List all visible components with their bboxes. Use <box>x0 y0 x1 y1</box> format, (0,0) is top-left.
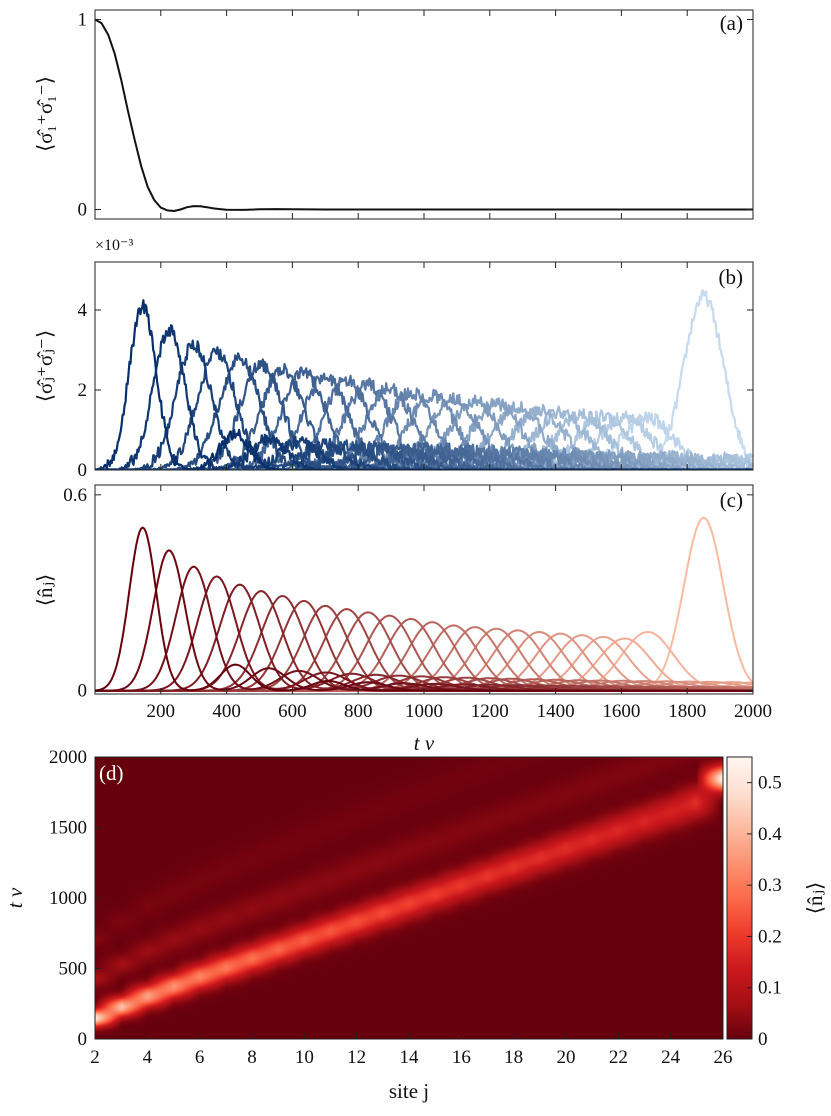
panel-a-ylabel: ⟨σ̂₁⁺σ̂₁⁻⟩ <box>33 76 57 152</box>
panel-d-label: (d) <box>99 761 124 785</box>
panel-b: 0 2 4 ×10⁻³ (b) ⟨σ̂ⱼ⁺σ̂ⱼ⁻⟩ <box>33 237 754 481</box>
heatmap-container <box>95 757 723 1039</box>
ytick-label: 1 <box>78 10 88 31</box>
xtick-label: 14 <box>400 1047 420 1068</box>
xtick-label: 800 <box>344 701 373 722</box>
xtick-label: 200 <box>147 701 176 722</box>
heatmap-ylabel: t v <box>3 887 27 908</box>
xtick-label: 26 <box>714 1047 733 1068</box>
heatmap-xlabel: site j <box>389 1079 429 1103</box>
panel-b-plot-area <box>95 289 753 470</box>
ytick-label: 4 <box>78 300 88 321</box>
panel-c-ticks: 0 0.6 200 400 600 800 1000 1200 1400 1600 1800 2000 <box>63 485 772 722</box>
series-line-site-14 <box>95 617 753 692</box>
xtick-label: 4 <box>143 1047 153 1068</box>
ytick-label: 2 <box>78 380 88 401</box>
xtick-label: 400 <box>212 701 241 722</box>
xtick-label: 20 <box>557 1047 576 1068</box>
colorbar-tick-label: 0.1 <box>758 978 782 999</box>
panel-c: 0 0.6 200 400 600 800 1000 1200 1400 1600 1800 2000… <box>33 484 772 755</box>
ytick-label: 500 <box>59 959 88 980</box>
xtick-label: 2 <box>90 1047 100 1068</box>
ytick-label: 0 <box>78 460 88 481</box>
colorbar-tick-label: 0.5 <box>758 773 782 794</box>
xtick-label: 22 <box>609 1047 628 1068</box>
panel-c-xlabel: t v <box>414 731 435 755</box>
panel-b-label: (b) <box>719 265 744 289</box>
panel-c-plot-area <box>95 516 753 692</box>
series-line <box>95 18 753 212</box>
panel-c-label: (c) <box>720 488 743 512</box>
panel-a: 01 (a) ⟨σ̂₁⁺σ̂₁⁻⟩ <box>33 9 754 221</box>
xtick-label: 24 <box>661 1047 681 1068</box>
colorbar <box>726 756 753 1040</box>
xtick-label: 10 <box>295 1047 314 1068</box>
panel-a-frame <box>94 9 754 220</box>
panel-b-multiplier: ×10⁻³ <box>95 237 133 254</box>
series-line-site-4 <box>95 339 753 470</box>
colorbar-tick-label: 0.2 <box>758 926 782 947</box>
colorbar-ticks: 0 0.1 0.2 0.3 0.4 0.5 <box>747 773 782 1050</box>
ytick-label: 0 <box>78 200 88 221</box>
colorbar-tick-label: 0.3 <box>758 875 782 896</box>
panel-a-label: (a) <box>720 11 743 35</box>
colorbar-tick-label: 0 <box>758 1029 768 1050</box>
ytick-label: 1000 <box>49 888 87 909</box>
panel-a-ticks: 01 <box>78 10 754 221</box>
ytick-label: 0 <box>78 681 88 702</box>
ytick-label: 0 <box>78 1029 88 1050</box>
series-line-site-3 <box>95 324 753 470</box>
panel-b-ticks: 0 2 4 <box>78 262 754 481</box>
ytick-label: 0.6 <box>63 485 87 506</box>
xtick-label: 16 <box>452 1047 471 1068</box>
colorbar-tick-label: 0.4 <box>758 824 782 845</box>
xtick-label: 1400 <box>537 701 575 722</box>
panel-a-plot-area <box>95 18 753 212</box>
heatmap-canvas <box>95 757 723 1039</box>
xtick-label: 1200 <box>471 701 509 722</box>
series-line-site-3 <box>95 549 753 692</box>
series-line-site-6 <box>95 352 753 470</box>
xtick-label: 2000 <box>734 701 772 722</box>
xtick-label: 1000 <box>405 701 443 722</box>
panel-b-ylabel: ⟨σ̂ⱼ⁺σ̂ⱼ⁻⟩ <box>33 330 57 402</box>
xtick-label: 1600 <box>602 701 640 722</box>
xtick-label: 8 <box>247 1047 257 1068</box>
xtick-label: 12 <box>347 1047 366 1068</box>
panel-c-ylabel: ⟨n̂ⱼ⟩ <box>33 574 57 606</box>
xtick-label: 1800 <box>668 701 706 722</box>
ytick-label: 2000 <box>49 747 87 768</box>
xtick-label: 6 <box>195 1047 205 1068</box>
xtick-label: 600 <box>278 701 307 722</box>
colorbar-label: ⟨n̂ⱼ⟩ <box>803 882 827 914</box>
xtick-label: 18 <box>504 1047 523 1068</box>
ytick-label: 1500 <box>49 818 87 839</box>
